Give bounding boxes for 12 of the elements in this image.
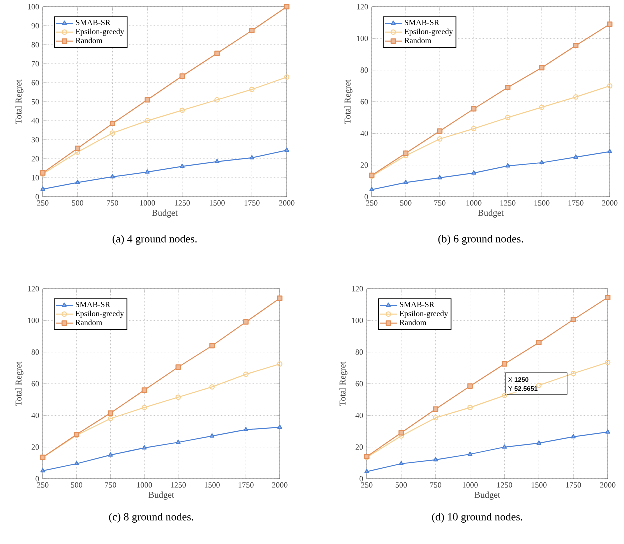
text: (b) 6 ground nodes. <box>438 235 524 245</box>
y-axis-title: Total Regret <box>344 80 353 124</box>
text: (d) 10 ground nodes. <box>432 513 522 523</box>
text: (a) 4 ground nodes. <box>112 235 197 245</box>
y-axis-title: Total Regret <box>340 362 348 406</box>
y-axis-title: Total Regret <box>16 80 24 124</box>
x-axis-title: Budget <box>152 210 178 218</box>
x-axis-title: Budget <box>478 210 504 218</box>
x-axis-title: Budget <box>148 492 174 500</box>
y-axis-title: Total Regret <box>16 362 24 406</box>
text: (c) 8 ground nodes. <box>109 513 194 523</box>
x-axis-title: Budget <box>474 492 500 500</box>
